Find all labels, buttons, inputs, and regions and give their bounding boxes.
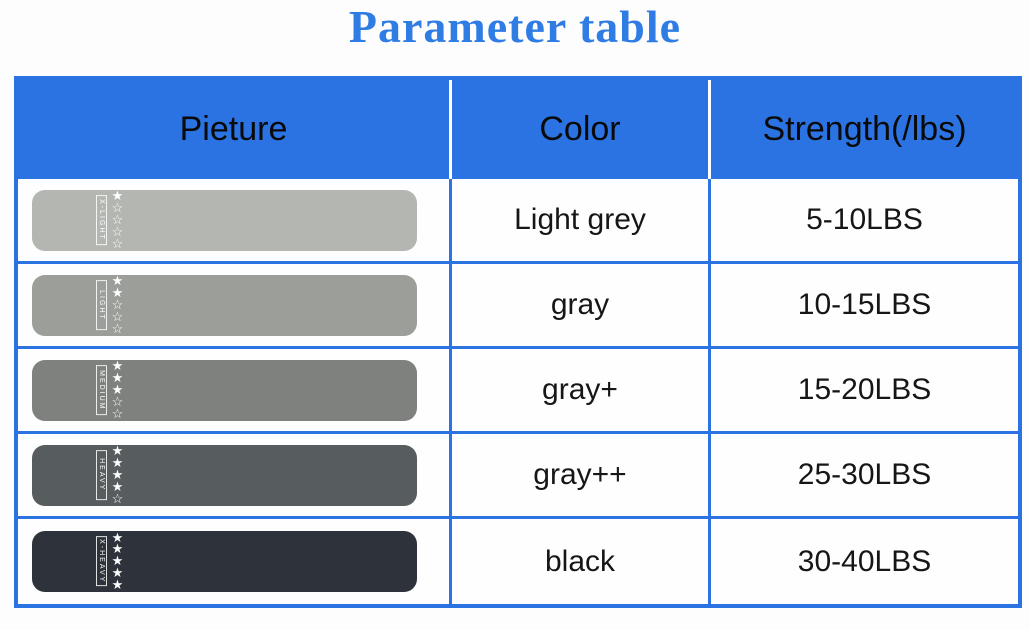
header-cell-strength: Strength(/lbs)	[711, 80, 1018, 179]
band-swatch-heavy: HEAVY ★★★★☆	[32, 443, 417, 506]
star-rating: ★★★★★	[111, 529, 124, 593]
band-swatch-light: LIGHT ★★☆☆☆	[32, 273, 417, 336]
table-row-3-color-cell: gray+	[452, 349, 711, 434]
band-tag: X-HEAVY ★★★★★	[96, 529, 124, 593]
table-row-2-color-cell: gray	[452, 264, 711, 349]
table-row-2-strength-cell: 10-15LBS	[711, 264, 1018, 349]
table-row-3-picture-cell: MEDIUM ★★★☆☆	[18, 349, 452, 434]
table-row-4-picture-cell: HEAVY ★★★★☆	[18, 434, 452, 519]
table-row-4-color-cell: gray++	[452, 434, 711, 519]
table-row-2-picture-cell: LIGHT ★★☆☆☆	[18, 264, 452, 349]
table-row-1-color-cell: Light grey	[452, 179, 711, 264]
page-title: Parameter table	[348, 1, 682, 52]
band-swatch-medium: MEDIUM ★★★☆☆	[32, 358, 417, 421]
band-tag: X-LIGHT ★☆☆☆☆	[96, 188, 124, 251]
header-cell-picture: Pieture	[18, 80, 452, 179]
table-row-3-strength-cell: 15-20LBS	[711, 349, 1018, 434]
header-cell-color: Color	[452, 80, 711, 179]
star-rating: ★★☆☆☆	[111, 273, 124, 336]
band-swatch-x-light: X-LIGHT ★☆☆☆☆	[32, 188, 417, 251]
band-tag: MEDIUM ★★★☆☆	[96, 358, 124, 421]
star-rating: ★★★★☆	[111, 443, 124, 506]
table-row-4-strength-cell: 25-30LBS	[711, 434, 1018, 519]
table-row-5-strength-cell: 30-40LBS	[711, 519, 1018, 604]
band-tag: HEAVY ★★★★☆	[96, 443, 124, 506]
table-row-1-picture-cell: X-LIGHT ★☆☆☆☆	[18, 179, 452, 264]
star-rating: ★★★☆☆	[111, 358, 124, 421]
band-swatch-x-heavy: X-HEAVY ★★★★★	[32, 531, 417, 592]
band-label: MEDIUM	[96, 364, 107, 415]
band-tag: LIGHT ★★☆☆☆	[96, 273, 124, 336]
table-row-5-picture-cell: X-HEAVY ★★★★★	[18, 519, 452, 604]
band-label: LIGHT	[96, 279, 107, 330]
table-row-5-color-cell: black	[452, 519, 711, 604]
table-row-1-strength-cell: 5-10LBS	[711, 179, 1018, 264]
star-rating: ★☆☆☆☆	[111, 188, 124, 251]
band-label: HEAVY	[96, 449, 107, 500]
band-label: X-LIGHT	[96, 194, 107, 245]
band-label: X-HEAVY	[96, 536, 107, 587]
parameter-table: Pieture Color Strength(/lbs) X-LIGHT ★☆☆…	[14, 76, 1022, 608]
